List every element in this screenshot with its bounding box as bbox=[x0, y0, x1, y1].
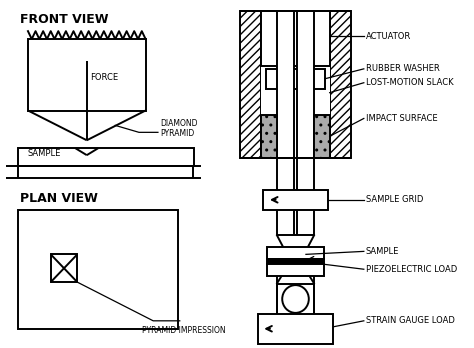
Text: SAMPLE: SAMPLE bbox=[28, 149, 61, 158]
Bar bbox=[257, 314, 334, 343]
Circle shape bbox=[282, 285, 309, 313]
Bar bbox=[18, 148, 194, 166]
Text: PIEZOELECTRIC LOAD: PIEZOELECTRIC LOAD bbox=[366, 265, 457, 274]
Text: DIAMOND
PYRAMID: DIAMOND PYRAMID bbox=[160, 119, 197, 138]
Bar bbox=[276, 11, 293, 158]
Text: SAMPLE: SAMPLE bbox=[366, 247, 399, 256]
Text: PLAN VIEW: PLAN VIEW bbox=[20, 192, 98, 205]
Bar bbox=[314, 116, 330, 158]
Bar bbox=[261, 116, 276, 158]
Bar bbox=[51, 254, 77, 282]
Bar bbox=[240, 11, 261, 158]
Bar bbox=[261, 11, 330, 158]
Text: LOST-MOTION SLACK: LOST-MOTION SLACK bbox=[366, 78, 453, 87]
Text: IMPACT SURFACE: IMPACT SURFACE bbox=[366, 114, 438, 123]
Bar bbox=[267, 264, 324, 276]
Text: STRAIN GAUGE LOAD: STRAIN GAUGE LOAD bbox=[366, 316, 455, 325]
Text: FORCE: FORCE bbox=[91, 73, 118, 82]
Text: ACTUATOR: ACTUATOR bbox=[366, 32, 411, 41]
Bar bbox=[330, 11, 351, 158]
Bar bbox=[267, 247, 324, 259]
Bar bbox=[261, 11, 330, 66]
Text: FRONT VIEW: FRONT VIEW bbox=[20, 13, 109, 26]
Text: PYRAMID IMPRESSION: PYRAMID IMPRESSION bbox=[142, 326, 226, 335]
Bar bbox=[297, 11, 314, 158]
Bar bbox=[18, 210, 178, 329]
Bar bbox=[263, 190, 328, 210]
Bar bbox=[267, 259, 324, 264]
Bar bbox=[266, 69, 325, 89]
Text: SAMPLE GRID: SAMPLE GRID bbox=[366, 195, 423, 204]
Text: RUBBER WASHER: RUBBER WASHER bbox=[366, 64, 439, 73]
Bar bbox=[28, 39, 146, 111]
